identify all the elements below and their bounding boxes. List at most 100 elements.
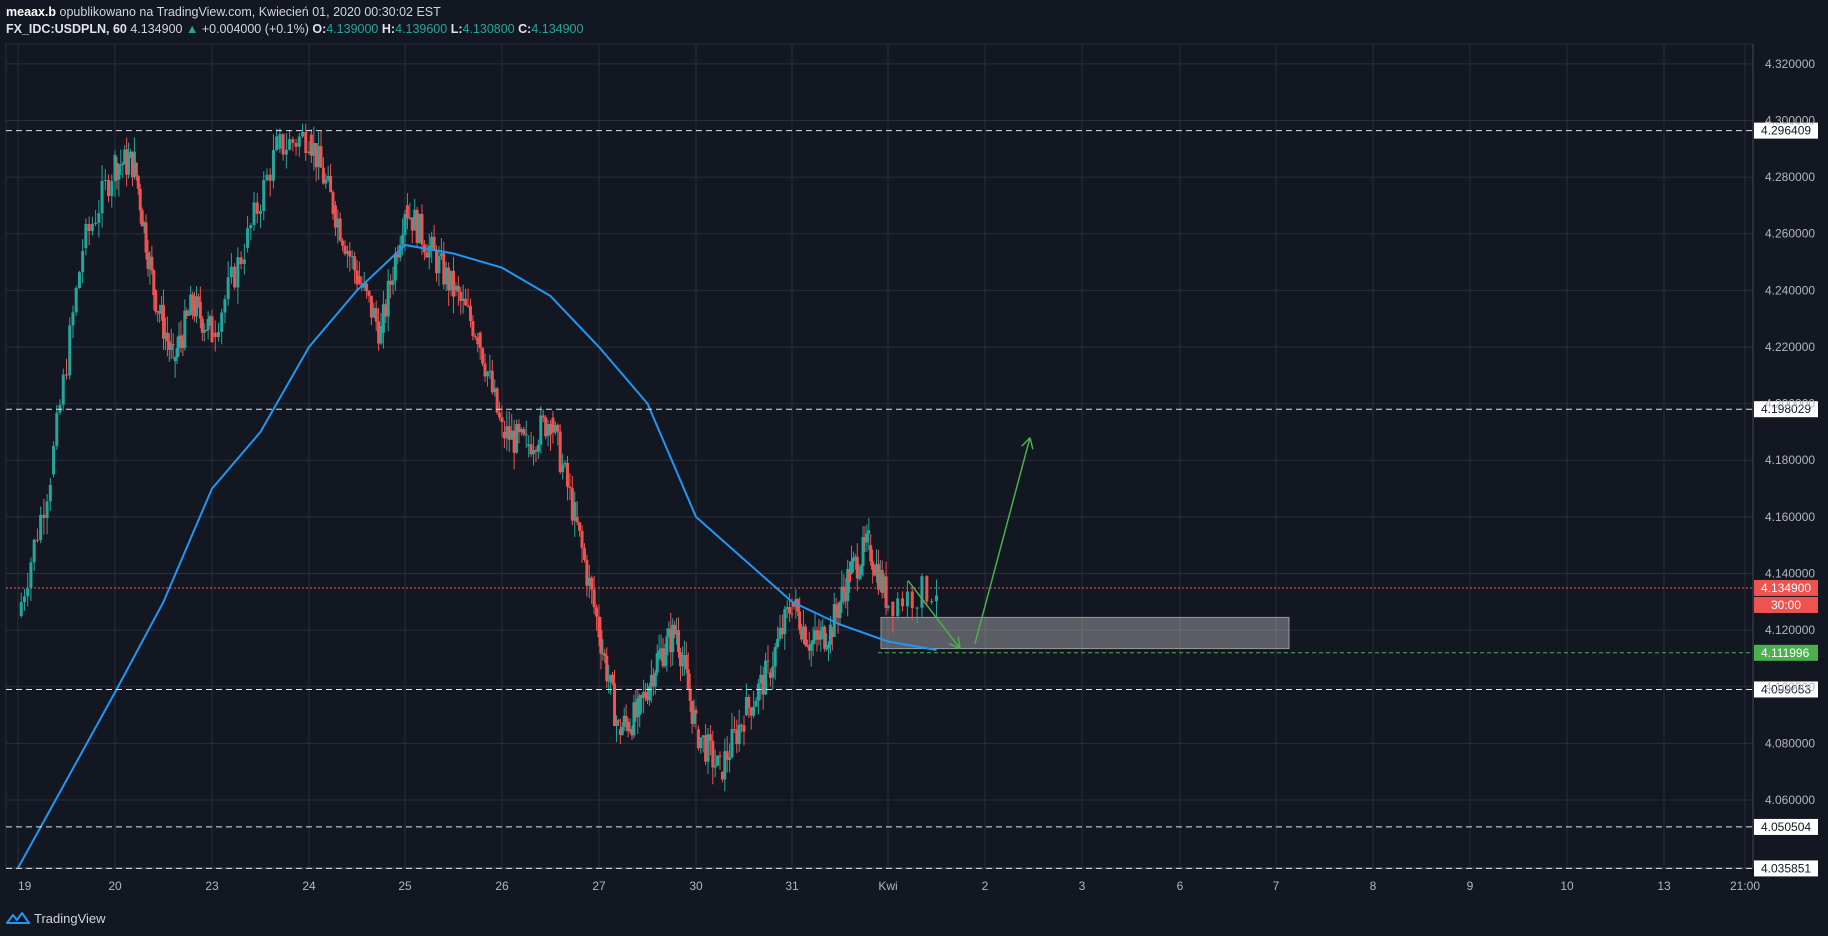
candle-body bbox=[281, 134, 285, 155]
high-value: 4.139600 bbox=[395, 22, 448, 36]
support-zone[interactable] bbox=[880, 616, 1290, 650]
level-price-tag bbox=[1754, 681, 1818, 698]
plot-frame bbox=[5, 43, 1754, 869]
candle-body bbox=[393, 253, 397, 281]
candle-body bbox=[792, 601, 796, 607]
candle-body bbox=[632, 702, 636, 736]
author-name[interactable]: meaax.b bbox=[6, 5, 57, 19]
candle-body bbox=[857, 575, 861, 579]
candle-body bbox=[517, 423, 521, 433]
brand-name: TradingView bbox=[34, 910, 106, 926]
candle-body bbox=[638, 695, 642, 716]
candle-body bbox=[891, 601, 895, 617]
candle-body bbox=[447, 267, 451, 291]
candle-body bbox=[708, 734, 712, 741]
time-tick-label: 27 bbox=[592, 879, 606, 893]
candle-body bbox=[549, 424, 552, 435]
candle-body bbox=[884, 576, 888, 608]
candle-body bbox=[210, 316, 214, 343]
candle-body bbox=[84, 223, 88, 248]
candle-body bbox=[655, 653, 659, 673]
candle-body bbox=[819, 630, 823, 640]
candle-body bbox=[391, 280, 395, 285]
horizontal-levels[interactable]: 4.296409 4.198029 4.099053 4.050504 4.035851… bbox=[6, 122, 1818, 877]
candle-body bbox=[19, 602, 23, 616]
candle-body bbox=[640, 695, 644, 698]
candle-body bbox=[865, 533, 869, 543]
candle-body bbox=[123, 149, 127, 164]
candle-body bbox=[618, 729, 622, 735]
arrow-head bbox=[1029, 437, 1034, 450]
candle-body bbox=[534, 450, 538, 452]
projection-arrows[interactable] bbox=[907, 437, 1034, 650]
candle-body bbox=[213, 332, 217, 337]
candle-body bbox=[154, 290, 158, 312]
candle-body bbox=[815, 630, 819, 635]
level-price-label: 4.296409 bbox=[1761, 124, 1811, 138]
candle-body bbox=[553, 424, 557, 433]
candle-body bbox=[430, 236, 434, 248]
symbol-label[interactable]: FX_IDC:USDPLN, 60 bbox=[6, 22, 127, 36]
candle-body bbox=[488, 370, 492, 373]
time-tick-label: 6 bbox=[1177, 879, 1184, 893]
time-axis[interactable]: 19 20 23 24 25 26 27 30 31 Kwi 2 3 6 7 8 9 10 13 21:00 bbox=[18, 879, 1760, 893]
candle-body bbox=[532, 450, 536, 455]
candle-body bbox=[294, 142, 298, 147]
candle-body bbox=[510, 430, 514, 440]
candle-body bbox=[119, 164, 123, 166]
time-tick-label: 30 bbox=[689, 879, 703, 893]
candle-body bbox=[704, 735, 708, 762]
candle-body bbox=[156, 311, 160, 313]
candle-body bbox=[94, 222, 98, 225]
moving-average-line bbox=[17, 243, 937, 869]
candle-body bbox=[265, 174, 269, 181]
candle-body bbox=[790, 613, 794, 615]
time-tick-label: 19 bbox=[18, 879, 32, 893]
high-label: H: bbox=[381, 22, 396, 36]
candle-body bbox=[183, 310, 187, 349]
candle-body bbox=[97, 213, 101, 223]
time-tick-label: 31 bbox=[785, 879, 799, 893]
candle-body bbox=[773, 646, 777, 667]
candle-body bbox=[22, 596, 26, 603]
candle-body bbox=[823, 626, 827, 649]
candle-body bbox=[838, 602, 842, 618]
candle-body bbox=[798, 611, 802, 630]
candle-body bbox=[357, 276, 361, 284]
change-arrow-icon: ▲ bbox=[185, 22, 199, 36]
candle-body bbox=[125, 149, 129, 175]
candle-body bbox=[26, 587, 30, 597]
candle-body bbox=[728, 757, 732, 760]
last-price: 4.134900 bbox=[130, 22, 183, 36]
candle-body bbox=[826, 644, 830, 649]
candle-body bbox=[747, 697, 751, 708]
footer-brand[interactable]: TradingView bbox=[6, 908, 106, 928]
candle-body bbox=[134, 162, 138, 176]
candle-body bbox=[61, 374, 65, 405]
candle-body bbox=[830, 630, 834, 637]
candle-body bbox=[805, 644, 809, 647]
candle-body bbox=[384, 304, 388, 317]
candle-body bbox=[788, 607, 792, 614]
candle-body bbox=[690, 700, 694, 724]
candle-body bbox=[449, 270, 453, 291]
candle-body bbox=[42, 514, 46, 519]
candle-body bbox=[673, 624, 677, 635]
candle-body bbox=[291, 139, 295, 143]
candle-body bbox=[905, 591, 909, 607]
candle-body bbox=[696, 729, 700, 749]
candle-body bbox=[910, 591, 914, 609]
candle-body bbox=[413, 209, 417, 231]
candle-body bbox=[259, 211, 262, 214]
arrow-head bbox=[948, 642, 961, 650]
candle-body bbox=[536, 444, 540, 452]
price-tick-label: 4.060000 bbox=[1765, 793, 1815, 807]
price-axis[interactable]: 4.060000 4.080000 4.100000 4.120000 4.140000… bbox=[1765, 57, 1815, 807]
chart-header: meaax.b opublikowano na TradingView.com,… bbox=[6, 4, 583, 38]
candle-body bbox=[587, 577, 591, 586]
candle-body bbox=[317, 146, 321, 168]
candle-body bbox=[167, 341, 171, 350]
level-price-tag bbox=[1754, 579, 1818, 596]
price-tick-label: 4.080000 bbox=[1765, 736, 1815, 750]
